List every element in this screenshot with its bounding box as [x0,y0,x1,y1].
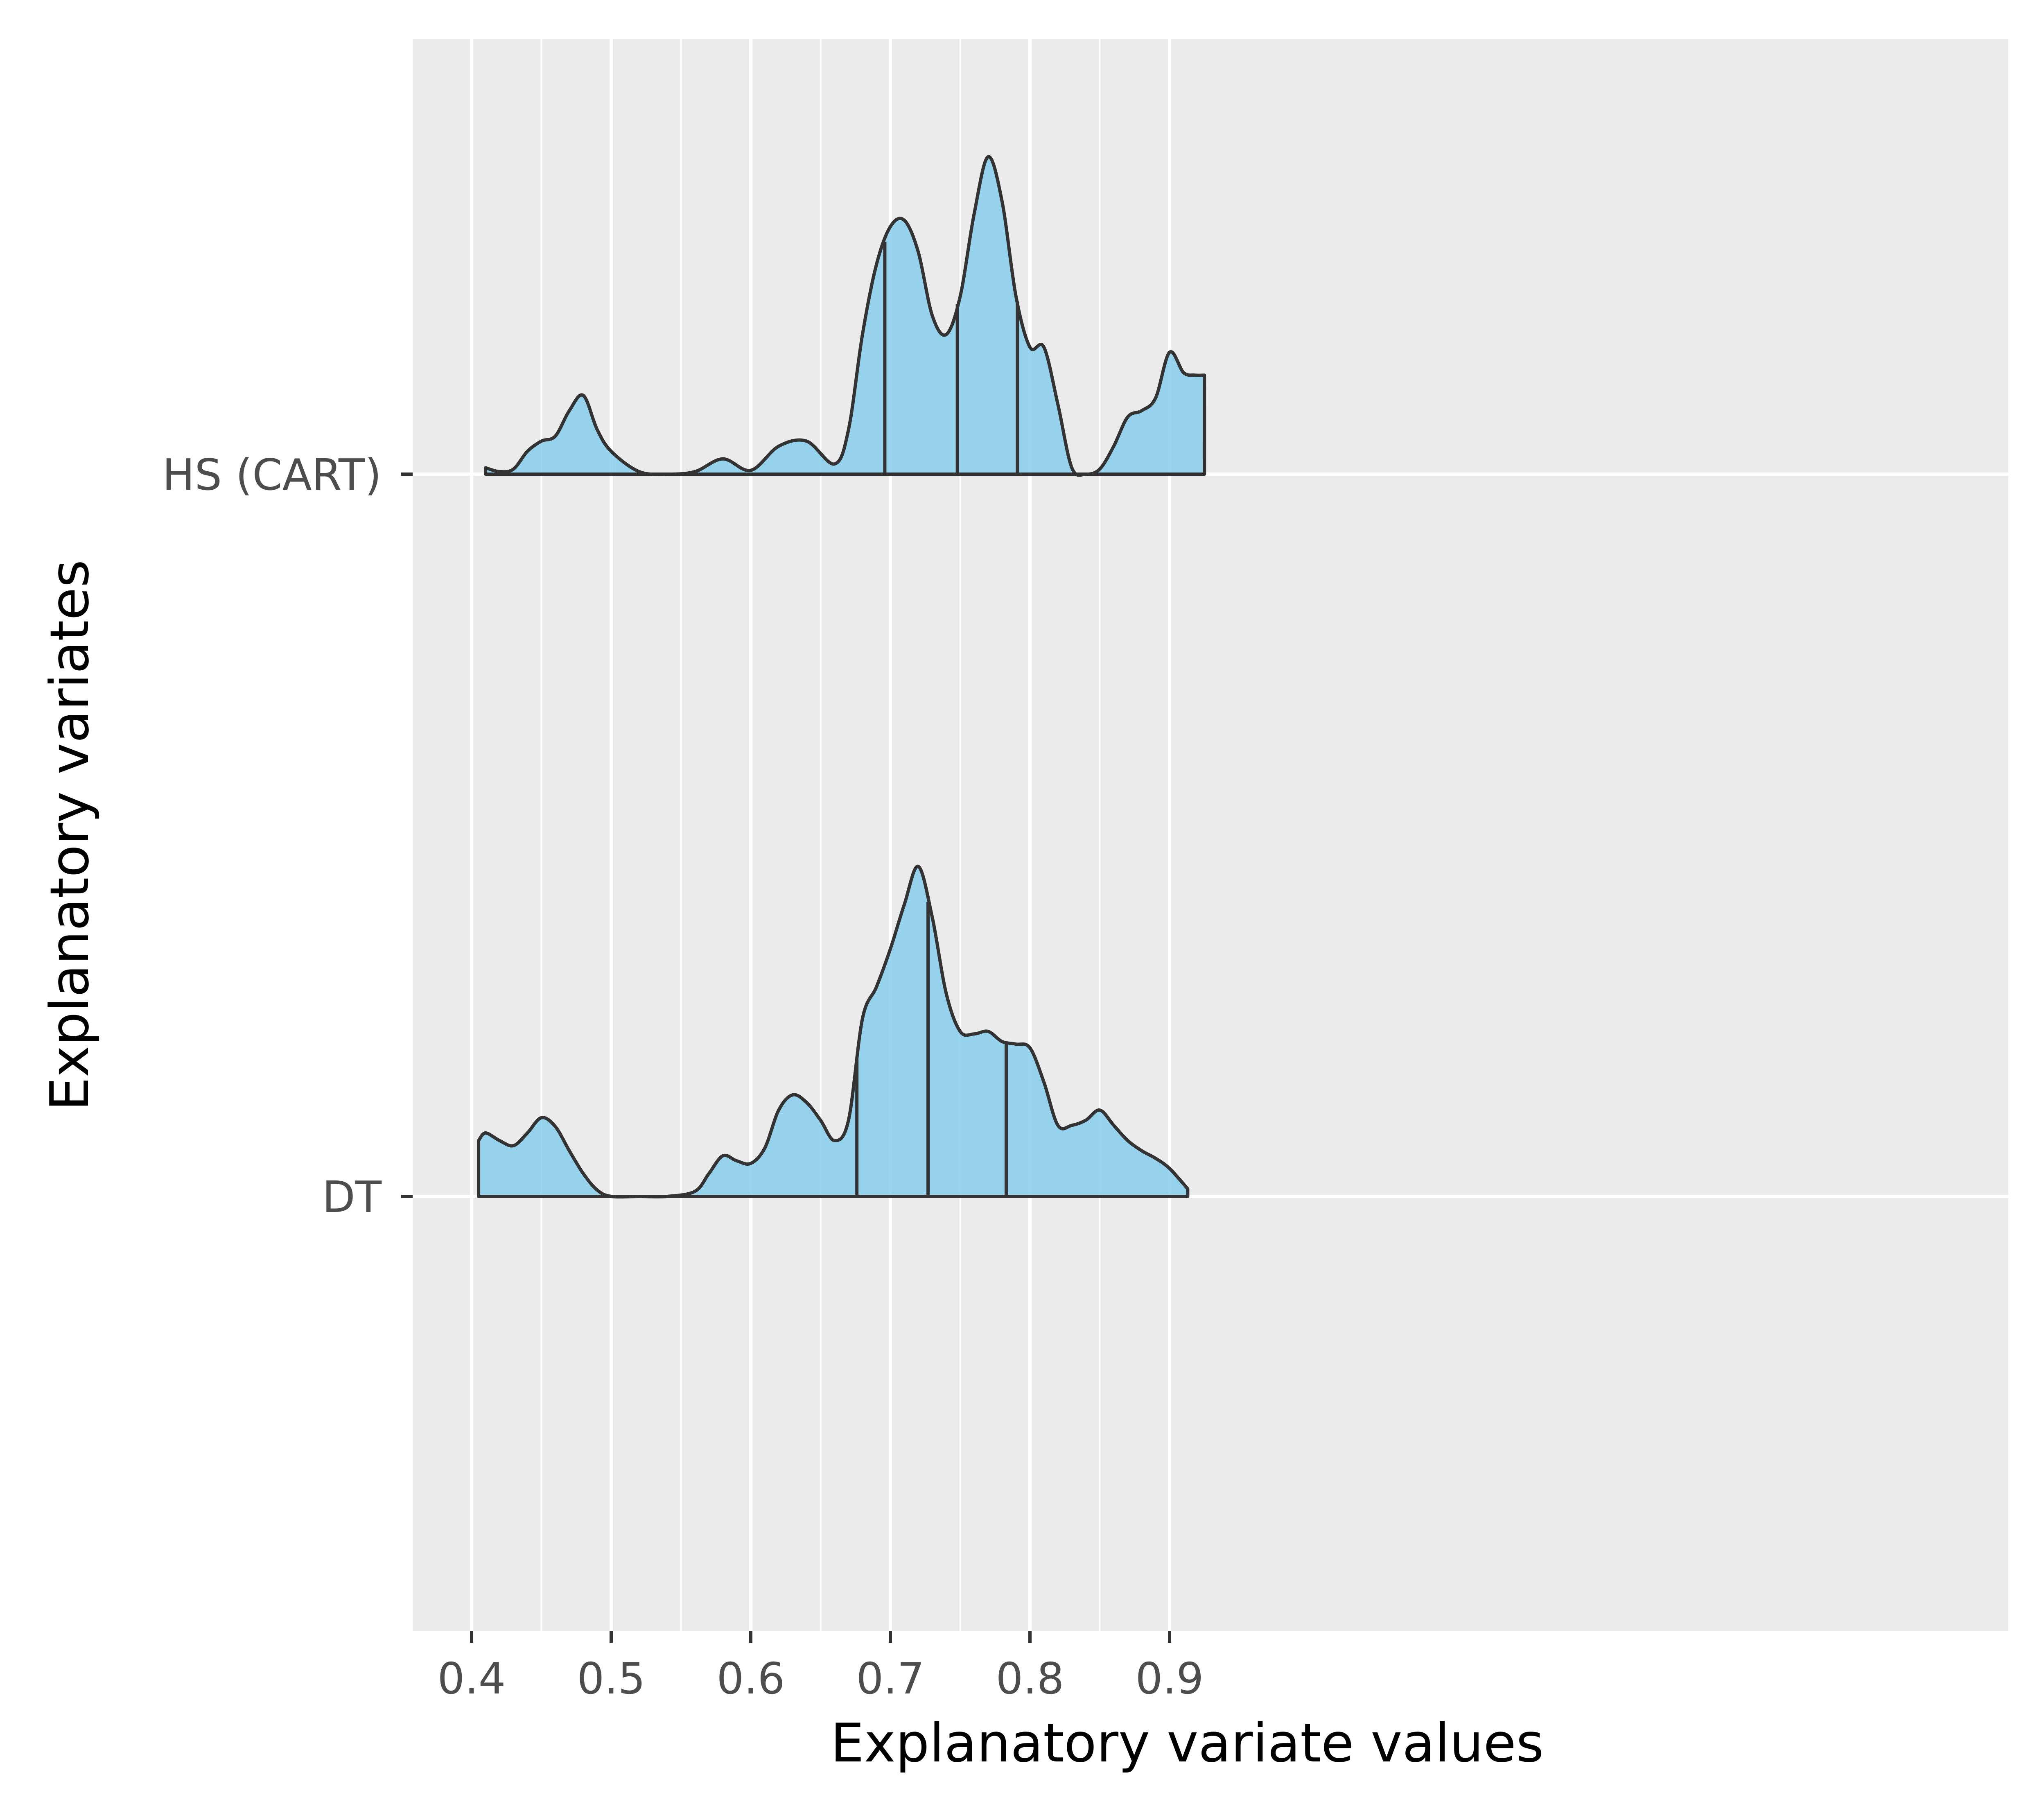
x-tick-label: 0.9 [1136,1654,1204,1704]
x-tick-label: 0.4 [438,1654,506,1704]
x-tick-label: 0.8 [996,1654,1064,1704]
y-axis-title: Explanatory variates [38,560,101,1111]
x-tick-label: 0.7 [856,1654,925,1704]
density-ridge-hs-cart [484,155,1206,477]
x-axis-title: Explanatory variate values [831,1712,1544,1774]
y-tick-label: DT [322,1172,382,1222]
x-tick-label: 0.6 [717,1654,785,1704]
density-ridge-dt [477,864,1190,1199]
x-axis: 0.4 0.5 0.6 0.7 0.8 0.9 [438,1631,1204,1704]
x-tick-label: 0.5 [577,1654,646,1704]
plot-panel [413,39,2008,1631]
density-ridges [477,155,1206,1199]
y-tick-label: HS (CART) [162,450,382,500]
y-axis: HS (CART) DT [162,450,413,1222]
